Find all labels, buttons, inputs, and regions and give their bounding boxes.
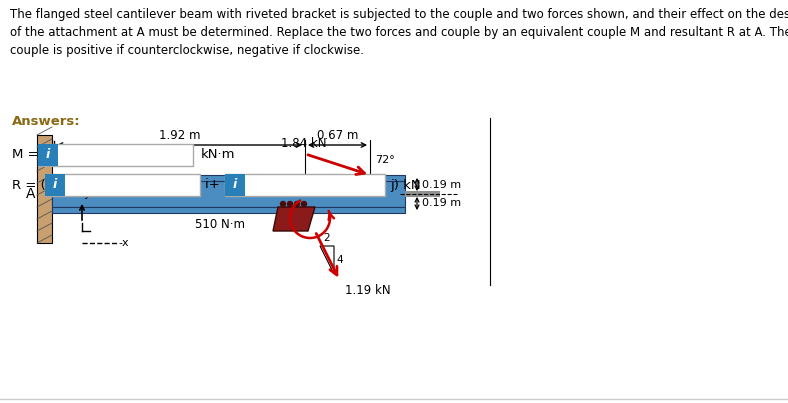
Text: 0.19 m: 0.19 m [422, 199, 461, 208]
Text: 0.19 m: 0.19 m [422, 179, 461, 189]
Text: -x: -x [118, 238, 128, 248]
Text: i: i [46, 148, 50, 162]
Text: j) kN: j) kN [390, 179, 421, 191]
Circle shape [302, 202, 307, 206]
Text: 4: 4 [336, 255, 343, 265]
Bar [52, 181, 405, 207]
Bar [37, 135, 52, 243]
Text: kN·m: kN·m [201, 148, 236, 162]
Text: A: A [25, 187, 35, 201]
Bar [225, 174, 245, 196]
Text: R = (: R = ( [12, 179, 50, 191]
Text: i+: i+ [205, 179, 224, 191]
Bar [45, 174, 65, 196]
Text: 1.19 kN: 1.19 kN [344, 284, 390, 297]
Text: 1.92 m: 1.92 m [158, 129, 200, 142]
Bar [45, 174, 200, 196]
Text: y: y [84, 189, 91, 199]
Text: M =: M = [12, 148, 43, 162]
Bar [52, 207, 405, 213]
Circle shape [288, 202, 292, 206]
Circle shape [295, 202, 299, 206]
Text: Answers:: Answers: [12, 115, 80, 128]
Bar [38, 144, 58, 166]
Polygon shape [273, 207, 315, 231]
Text: 1.84 kN: 1.84 kN [281, 137, 326, 150]
Text: The flanged steel cantilever beam with riveted bracket is subjected to the coupl: The flanged steel cantilever beam with r… [10, 8, 788, 57]
Text: 2: 2 [324, 233, 330, 243]
Bar [405, 191, 440, 197]
Bar [38, 144, 193, 166]
Bar [225, 174, 385, 196]
Text: 510 N·m: 510 N·m [195, 218, 245, 231]
Circle shape [281, 202, 285, 206]
Text: i: i [53, 179, 57, 191]
Text: 0.67 m: 0.67 m [317, 129, 359, 142]
Text: 72°: 72° [375, 155, 395, 165]
Bar [52, 175, 405, 181]
Text: i: i [233, 179, 237, 191]
